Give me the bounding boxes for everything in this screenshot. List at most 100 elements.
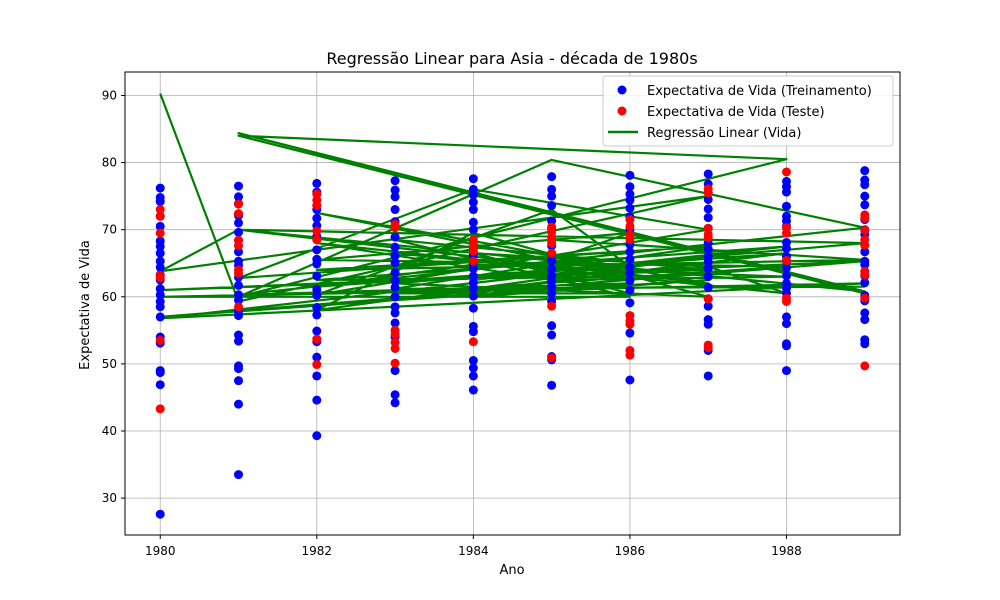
test-point bbox=[155, 273, 165, 283]
train-point bbox=[234, 192, 244, 202]
train-point bbox=[547, 330, 557, 340]
train-point bbox=[860, 260, 870, 270]
test-point bbox=[234, 199, 244, 209]
train-point bbox=[390, 242, 400, 252]
train-point bbox=[625, 203, 635, 213]
axes-frame bbox=[124, 71, 901, 536]
train-point bbox=[312, 395, 322, 405]
y-tick-label: 60 bbox=[102, 290, 117, 304]
train-point bbox=[390, 308, 400, 318]
train-point bbox=[390, 282, 400, 292]
x-tick-label: 1984 bbox=[458, 544, 489, 558]
train-point bbox=[468, 327, 478, 337]
train-point bbox=[860, 315, 870, 325]
test-point bbox=[390, 343, 400, 353]
train-point bbox=[703, 169, 713, 179]
train-point bbox=[547, 321, 557, 331]
test-point bbox=[390, 329, 400, 339]
train-point bbox=[703, 282, 713, 292]
train-point bbox=[390, 176, 400, 186]
train-point bbox=[234, 336, 244, 346]
train-point bbox=[468, 225, 478, 235]
x-tick-label: 1988 bbox=[771, 544, 802, 558]
train-point bbox=[234, 376, 244, 386]
y-tick-label: 30 bbox=[102, 491, 117, 505]
test-point bbox=[625, 319, 635, 329]
train-point bbox=[781, 341, 791, 351]
train-point bbox=[468, 264, 478, 274]
test-point bbox=[468, 246, 478, 256]
test-point bbox=[468, 256, 478, 266]
train-point bbox=[781, 271, 791, 281]
train-point bbox=[703, 272, 713, 282]
x-tick-label: 1986 bbox=[615, 544, 646, 558]
train-point bbox=[703, 257, 713, 267]
train-point bbox=[781, 201, 791, 211]
train-point bbox=[625, 375, 635, 385]
train-point bbox=[703, 194, 713, 204]
train-point bbox=[468, 271, 478, 281]
test-point bbox=[703, 188, 713, 198]
y-tick-label: 70 bbox=[102, 223, 117, 237]
train-point bbox=[390, 318, 400, 328]
train-point bbox=[625, 195, 635, 205]
y-tick-label: 40 bbox=[102, 424, 117, 438]
test-point bbox=[781, 296, 791, 306]
test-point bbox=[155, 404, 165, 414]
train-point bbox=[312, 310, 322, 320]
test-point bbox=[234, 268, 244, 278]
test-point bbox=[703, 294, 713, 304]
train-point bbox=[312, 352, 322, 362]
train-point bbox=[312, 326, 322, 336]
train-point bbox=[312, 245, 322, 255]
train-point bbox=[781, 187, 791, 197]
train-point bbox=[468, 205, 478, 215]
train-point bbox=[860, 200, 870, 210]
train-point bbox=[390, 276, 400, 286]
train-point bbox=[703, 371, 713, 381]
test-point bbox=[312, 334, 322, 344]
train-point bbox=[781, 243, 791, 253]
train-point bbox=[155, 380, 165, 390]
train-point bbox=[547, 380, 557, 390]
plot-area bbox=[155, 93, 870, 519]
legend-test-label: Expectativa de Vida (Teste) bbox=[647, 105, 825, 120]
train-point bbox=[390, 251, 400, 261]
test-point bbox=[547, 301, 557, 311]
test-point bbox=[234, 241, 244, 251]
test-points bbox=[155, 167, 870, 414]
train-point bbox=[312, 178, 322, 188]
train-point bbox=[781, 366, 791, 376]
train-point bbox=[155, 368, 165, 378]
test-point bbox=[860, 240, 870, 250]
train-point bbox=[860, 191, 870, 201]
train-point bbox=[625, 254, 635, 264]
train-point bbox=[234, 218, 244, 228]
chart-title: Regressão Linear para Asia - década de 1… bbox=[326, 49, 697, 68]
train-point bbox=[312, 371, 322, 381]
test-point bbox=[703, 233, 713, 243]
train-point bbox=[390, 390, 400, 400]
test-point bbox=[781, 256, 791, 266]
test-point bbox=[781, 228, 791, 238]
x-axis-label: Ano bbox=[499, 563, 524, 578]
test-point bbox=[625, 235, 635, 245]
train-point bbox=[625, 328, 635, 338]
train-point bbox=[390, 192, 400, 202]
train-point bbox=[860, 180, 870, 190]
y-axis-label: Expectativa de Vida bbox=[78, 240, 93, 370]
train-point bbox=[155, 290, 165, 300]
train-point bbox=[468, 385, 478, 395]
train-point bbox=[155, 262, 165, 272]
test-point bbox=[312, 360, 322, 370]
y-tick-label: 80 bbox=[102, 156, 117, 170]
train-point bbox=[312, 290, 322, 300]
train-point bbox=[625, 170, 635, 180]
train-point bbox=[390, 232, 400, 242]
train-point bbox=[468, 303, 478, 313]
train-point bbox=[155, 302, 165, 312]
test-point bbox=[547, 238, 557, 248]
train-point bbox=[234, 227, 244, 237]
train-point bbox=[390, 292, 400, 302]
train-point bbox=[625, 182, 635, 192]
